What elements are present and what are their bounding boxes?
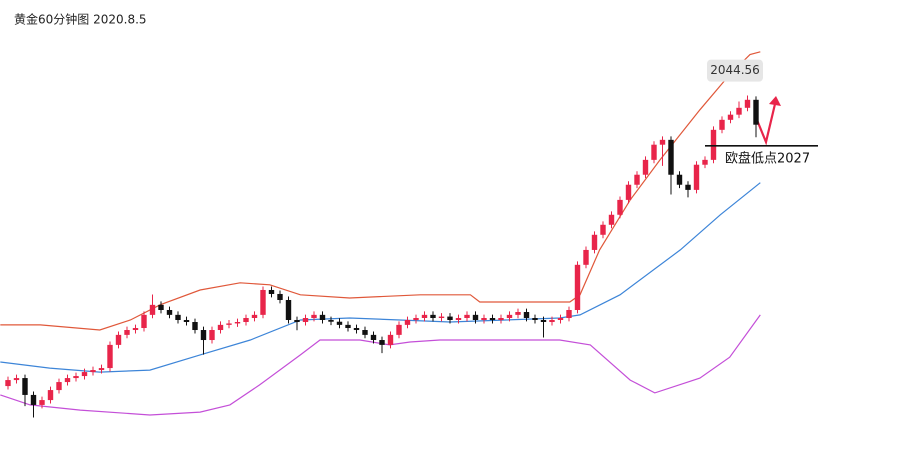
candle-body <box>736 107 742 115</box>
candle-body <box>634 174 640 185</box>
candle-body <box>47 390 54 401</box>
candle-body <box>5 380 11 387</box>
candle-body <box>753 99 759 125</box>
candle-body <box>336 321 343 325</box>
candle-body <box>149 304 156 315</box>
candle-body <box>659 139 666 145</box>
candle-body <box>727 114 734 120</box>
candle-body <box>447 316 453 321</box>
candle-body <box>617 199 623 215</box>
candle-body <box>651 144 657 160</box>
candle-body <box>209 330 215 341</box>
candle-body <box>693 164 700 190</box>
candle-body <box>472 314 479 321</box>
candle-body <box>98 368 105 371</box>
candle-body <box>311 314 317 319</box>
support-label: 欧盘低点2027 <box>725 150 810 166</box>
candle-body <box>124 330 130 335</box>
candle-body <box>719 119 725 130</box>
candle-body <box>200 330 207 341</box>
candle-body <box>362 330 368 335</box>
candle-body <box>523 311 530 319</box>
high-label: 2044.56 <box>710 63 760 77</box>
candle-body <box>345 324 351 329</box>
candle-body <box>744 99 751 108</box>
candle-body <box>319 314 326 321</box>
candle-body <box>370 334 377 341</box>
candle-body <box>600 224 606 235</box>
band-line <box>0 51 761 331</box>
candle-body <box>302 318 309 323</box>
candle-body <box>549 320 555 323</box>
candle-body <box>166 309 173 315</box>
candle-body <box>141 314 147 329</box>
candle-body <box>455 318 462 321</box>
candle-body <box>217 324 224 331</box>
arrow <box>755 103 777 146</box>
candle-body <box>243 318 249 323</box>
candle-body <box>557 318 564 321</box>
candle-body <box>175 314 181 321</box>
candle-body <box>73 376 79 379</box>
chart-title: 黄金60分钟图 2020.8.5 <box>14 12 147 27</box>
candle-body <box>379 340 385 345</box>
candle-body <box>387 334 394 345</box>
candle-body <box>294 320 300 323</box>
candle-body <box>498 318 504 321</box>
candle-body <box>413 318 419 321</box>
candle-body <box>277 293 283 300</box>
candle-body <box>39 400 45 405</box>
candle-body <box>183 320 190 323</box>
high-label-box <box>707 59 763 82</box>
candle-body <box>64 378 71 383</box>
candle-body <box>515 311 521 315</box>
candle-body <box>421 314 428 319</box>
arrow-head <box>769 96 781 106</box>
candle-body <box>668 139 674 175</box>
candle-body <box>489 318 496 321</box>
candle-body <box>115 334 122 345</box>
candle-body <box>481 318 487 321</box>
candle-body <box>710 129 717 160</box>
candle-body <box>192 322 198 331</box>
candle-body <box>583 249 589 265</box>
band-line <box>0 182 761 373</box>
candle-body <box>158 304 164 310</box>
candle-body <box>56 382 62 391</box>
candle-body <box>81 372 88 377</box>
candle-body <box>90 370 96 373</box>
candle-body <box>107 344 113 369</box>
candle-body <box>625 184 632 200</box>
candle-body <box>234 322 241 324</box>
candle-body <box>13 378 20 381</box>
candle-body <box>22 378 28 395</box>
candle-body <box>642 159 649 175</box>
candle-body <box>464 314 470 319</box>
candle-body <box>430 314 436 319</box>
candle-body <box>532 318 538 321</box>
candle-body <box>566 309 572 319</box>
candle-body <box>132 328 139 331</box>
candle-body <box>268 289 275 294</box>
candle-body <box>540 320 547 323</box>
candle-body <box>574 264 581 310</box>
candle-body <box>353 328 360 331</box>
candle-body <box>404 320 411 325</box>
candle-body <box>260 289 266 315</box>
candle-body <box>328 320 334 322</box>
candle-body <box>251 314 258 319</box>
candle-body <box>591 234 598 250</box>
candle-body <box>676 174 683 185</box>
candle-body <box>285 299 292 321</box>
candle-body <box>226 323 232 325</box>
candle-body <box>685 184 691 190</box>
candle-body <box>506 314 513 319</box>
candle-body <box>396 324 402 335</box>
candle-body <box>608 214 615 225</box>
band-line <box>0 314 761 416</box>
candle-body <box>30 394 37 405</box>
candle-body <box>702 159 708 165</box>
candle-body <box>438 316 445 319</box>
